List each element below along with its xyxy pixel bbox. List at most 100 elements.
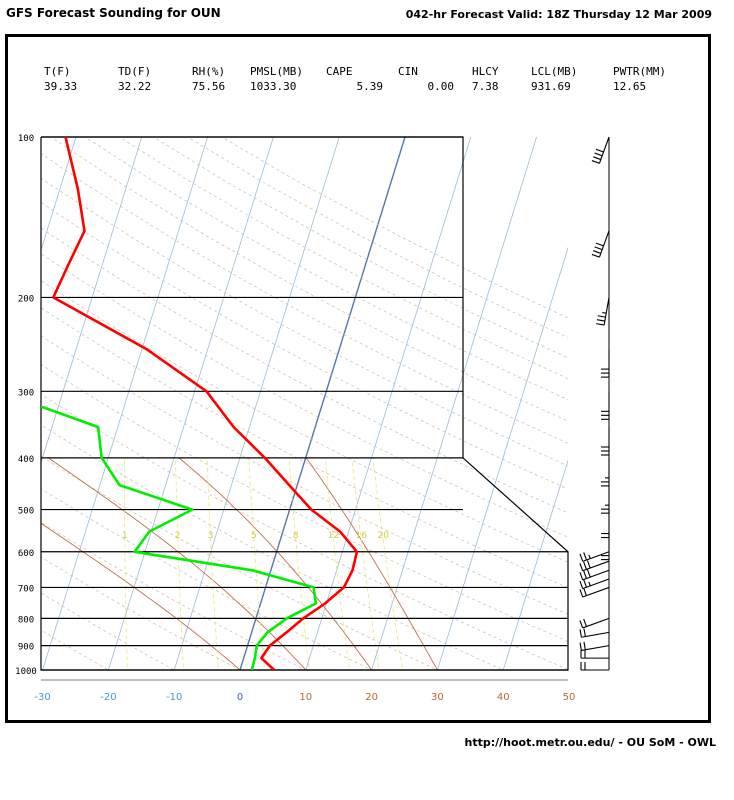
- moist-adiabat: [305, 457, 438, 670]
- mixing-ratio-label: 12: [328, 531, 339, 541]
- wind-barb: [596, 297, 610, 326]
- temperature-tick-label: 0: [237, 692, 243, 703]
- mixing-ratio-label: 1: [122, 531, 128, 541]
- diagram-border: [40, 136, 569, 671]
- isotherm-line: [107, 137, 274, 670]
- mixing-ratio-label: 8: [293, 531, 299, 541]
- wind-barb: [579, 560, 610, 572]
- isotherm-line: [239, 137, 406, 670]
- mixing-ratio-line: [248, 457, 265, 670]
- temperature-tick-label: 10: [299, 692, 312, 703]
- dry-adiabat: [41, 280, 568, 563]
- mixing-ratio-label: 20: [377, 531, 389, 541]
- stat-label: RH(%): [192, 65, 225, 78]
- wind-barb: [601, 426, 610, 456]
- temperature-tick-label: 20: [365, 692, 378, 703]
- dewpoint-trace: [41, 405, 318, 670]
- stat-value: 75.56: [192, 80, 225, 93]
- stat-value: 7.38: [472, 80, 499, 93]
- mixing-ratio-line: [206, 457, 219, 670]
- dry-adiabat: [41, 521, 307, 670]
- wind-barb: [579, 578, 610, 590]
- wind-barb: [579, 628, 610, 638]
- wind-barb: [601, 391, 610, 420]
- page-title: GFS Forecast Sounding for OUN: [6, 6, 221, 20]
- stat-label: PWTR(MM): [613, 65, 666, 78]
- mixing-ratio-line: [175, 457, 184, 670]
- stat-value: 0.00: [428, 80, 455, 93]
- wind-barb: [579, 617, 610, 629]
- wind-barb: [591, 230, 610, 258]
- isotherm-line: [41, 137, 77, 252]
- dry-adiabat: [41, 153, 568, 444]
- footer-credit: http://hoot.metr.ou.edu/ - OU SoM - OWL: [464, 736, 717, 749]
- pressure-tick-label: 400: [18, 455, 34, 465]
- wind-barb: [579, 641, 610, 652]
- mixing-ratio-line: [288, 457, 310, 670]
- mixing-ratio-label: 2: [175, 531, 181, 541]
- wind-barb: [580, 662, 609, 671]
- temperature-tick-label: -20: [100, 692, 116, 703]
- wind-barb: [601, 349, 610, 378]
- dry-adiabat: [41, 424, 505, 670]
- pressure-tick-label: 100: [18, 134, 34, 144]
- sounding-frame: [5, 34, 711, 723]
- dry-adiabat: [118, 137, 568, 379]
- pressure-tick-label: 900: [18, 643, 34, 653]
- dry-adiabat: [41, 227, 568, 514]
- stat-label: CAPE: [326, 65, 353, 78]
- stat-label: HLCY: [472, 65, 499, 78]
- stat-label: T(F): [44, 65, 71, 78]
- pressure-tick-label: 700: [18, 584, 34, 594]
- wind-barb: [601, 485, 610, 514]
- isotherm-line: [173, 137, 340, 670]
- isotherm-line: [631, 113, 734, 682]
- dry-adiabat: [41, 556, 241, 670]
- temperature-tick-label: 50: [563, 692, 576, 703]
- mixing-ratio-label: 16: [355, 531, 367, 541]
- temperature-tick-label: -10: [166, 692, 182, 703]
- isotherm-line: [41, 137, 143, 464]
- temperature-tick-label: 30: [431, 692, 444, 703]
- pressure-tick-label: 1000: [15, 667, 37, 677]
- stat-value: 1033.30: [250, 80, 296, 93]
- wind-barb: [601, 457, 610, 487]
- dry-adiabat: [152, 137, 568, 359]
- isotherm-line: [42, 137, 209, 670]
- pressure-tick-label: 500: [18, 507, 34, 517]
- isotherm-line: [436, 246, 568, 670]
- mixing-ratio-label: 5: [251, 531, 257, 541]
- isotherm-line: [566, 113, 734, 682]
- dry-adiabat: [41, 393, 568, 670]
- stat-value: 12.65: [613, 80, 646, 93]
- forecast-valid-time: 042-hr Forecast Valid: 18Z Thursday 12 M…: [405, 8, 712, 21]
- dry-adiabat: [41, 253, 568, 538]
- dry-adiabat: [41, 202, 568, 490]
- stat-label: LCL(MB): [531, 65, 577, 78]
- wind-barb: [579, 569, 610, 581]
- pressure-tick-label: 200: [18, 294, 34, 304]
- wind-barb: [601, 531, 610, 561]
- isotherm-line: [305, 137, 472, 670]
- mixing-ratio-line: [324, 457, 350, 670]
- isotherm-line: [371, 137, 538, 670]
- dry-adiabat: [84, 137, 568, 401]
- pressure-tick-label: 300: [18, 388, 34, 398]
- stat-label: CIN: [398, 65, 418, 78]
- mixing-ratio-line: [124, 457, 128, 670]
- stat-value: 931.69: [531, 80, 571, 93]
- mixing-ratio-line: [351, 457, 380, 670]
- stat-value: 39.33: [44, 80, 77, 93]
- stat-label: PMSL(MB): [250, 65, 303, 78]
- isotherm-line: [0, 113, 18, 682]
- stat-value: 5.39: [357, 80, 384, 93]
- temperature-trace: [51, 137, 359, 670]
- wind-barb: [579, 586, 610, 598]
- dry-adiabat: [186, 137, 568, 339]
- stat-label: TD(F): [118, 65, 151, 78]
- stat-value: 32.22: [118, 80, 151, 93]
- temperature-tick-label: -30: [34, 692, 50, 703]
- moist-adiabat: [48, 457, 307, 670]
- dry-adiabat: [41, 177, 568, 467]
